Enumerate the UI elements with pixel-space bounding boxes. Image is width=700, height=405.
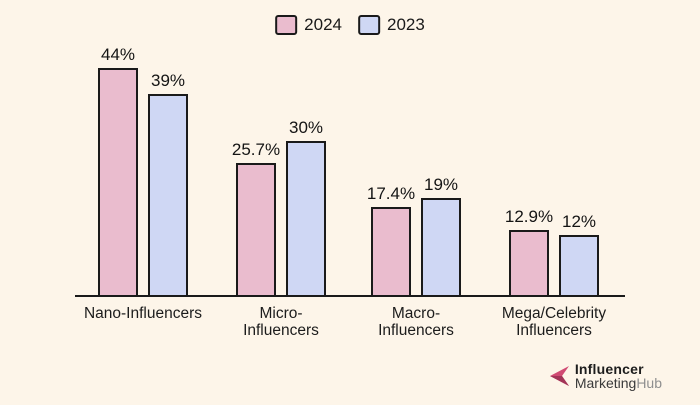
bar-2024-nano-influencers: [98, 68, 138, 297]
legend-swatch-2023-icon: [358, 15, 380, 35]
value-label-2024-1: 44%: [100, 45, 136, 64]
bar-2024-macro-influencers: [371, 207, 411, 297]
bar-2023-mega-celebrity-influencers: [559, 235, 599, 297]
legend: 2024 2023: [275, 15, 425, 35]
legend-label-2023: 2023: [387, 15, 425, 34]
bar-2024-mega-celebrity-influencers: [509, 230, 549, 297]
logo-marketing-text: Marketing: [574, 375, 637, 392]
value-label-2024-4: 12.9%: [504, 207, 554, 226]
value-label-2024-3: 17.4%: [366, 184, 416, 203]
legend-item-2023: 2023: [358, 15, 425, 35]
legend-label-2024: 2024: [304, 15, 342, 34]
bar-2024-micro-influencers: [236, 163, 276, 297]
logo-text: Influencer MarketingHub: [574, 360, 662, 391]
category-label-1: Nano-Influencers: [83, 305, 203, 322]
logo-hub-text: Hub: [636, 375, 662, 392]
legend-item-2024: 2024: [275, 15, 342, 35]
value-label-2023-4: 12%: [561, 212, 597, 231]
category-label-3: Macro- Influencers: [378, 305, 454, 339]
logo-arrow-icon: [549, 365, 569, 386]
logo-line1: Influencer: [574, 360, 644, 377]
x-axis-line: [75, 295, 625, 297]
brand-logo: Influencer MarketingHub: [549, 360, 662, 391]
bar-2023-micro-influencers: [286, 141, 326, 297]
value-label-2023-1: 39%: [150, 71, 186, 90]
category-label-2: Micro- Influencers: [243, 305, 319, 339]
bar-2023-macro-influencers: [421, 198, 461, 297]
logo-line2: MarketingHub: [575, 376, 662, 391]
value-label-2023-3: 19%: [423, 175, 459, 194]
value-label-2023-2: 30%: [288, 118, 324, 137]
category-label-4: Mega/Celebrity Influencers: [501, 305, 607, 339]
legend-swatch-2024-icon: [275, 15, 298, 35]
value-label-2024-2: 25.7%: [231, 140, 281, 159]
bar-2023-nano-influencers: [148, 94, 188, 297]
